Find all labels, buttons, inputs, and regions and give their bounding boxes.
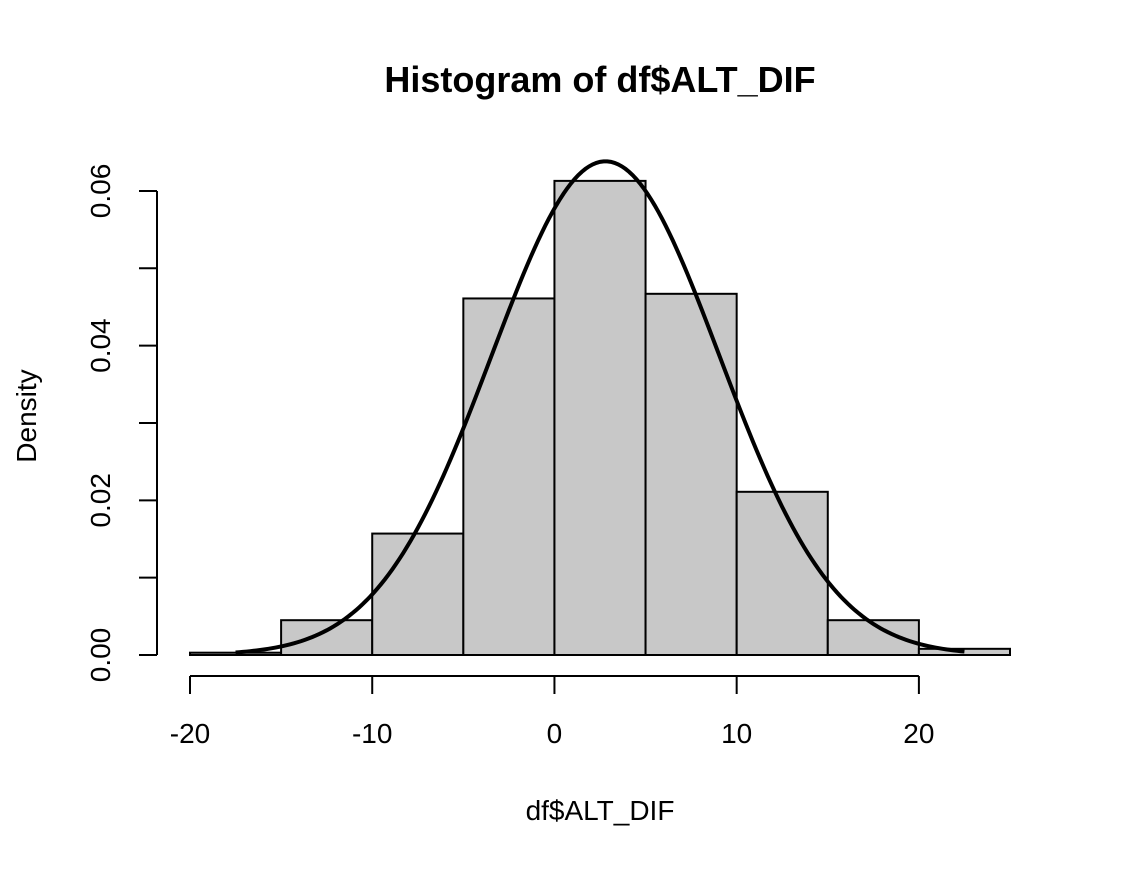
histogram-bar: [644, 292, 738, 656]
histogram-bar: [553, 179, 647, 656]
histogram-bars: [189, 179, 1012, 656]
x-tick-label: 0: [547, 718, 563, 749]
y-tick-label: 0.06: [85, 164, 116, 219]
y-axis: 0.00 0.02 0.04 0.06: [85, 164, 158, 683]
x-tick-label: 10: [721, 718, 752, 749]
chart-title: Histogram of df$ALT_DIF: [384, 59, 815, 100]
histogram-bar: [917, 647, 1012, 656]
y-tick-label: 0.00: [85, 628, 116, 683]
x-tick-label: -20: [170, 718, 210, 749]
histogram-bar: [462, 297, 556, 656]
x-axis: -20 -10 0 10 20: [170, 675, 934, 749]
y-tick-label: 0.02: [85, 473, 116, 528]
histogram-bar: [371, 532, 465, 656]
density-curve: [235, 159, 965, 655]
x-axis-label: df$ALT_DIF: [526, 795, 675, 826]
x-tick-label: -10: [352, 718, 392, 749]
histogram-bar: [189, 651, 283, 656]
histogram-bar: [735, 490, 829, 656]
histogram-bar: [280, 619, 374, 656]
y-tick-label: 0.04: [85, 318, 116, 373]
y-axis-label: Density: [11, 369, 42, 462]
x-tick-label: 20: [903, 718, 934, 749]
